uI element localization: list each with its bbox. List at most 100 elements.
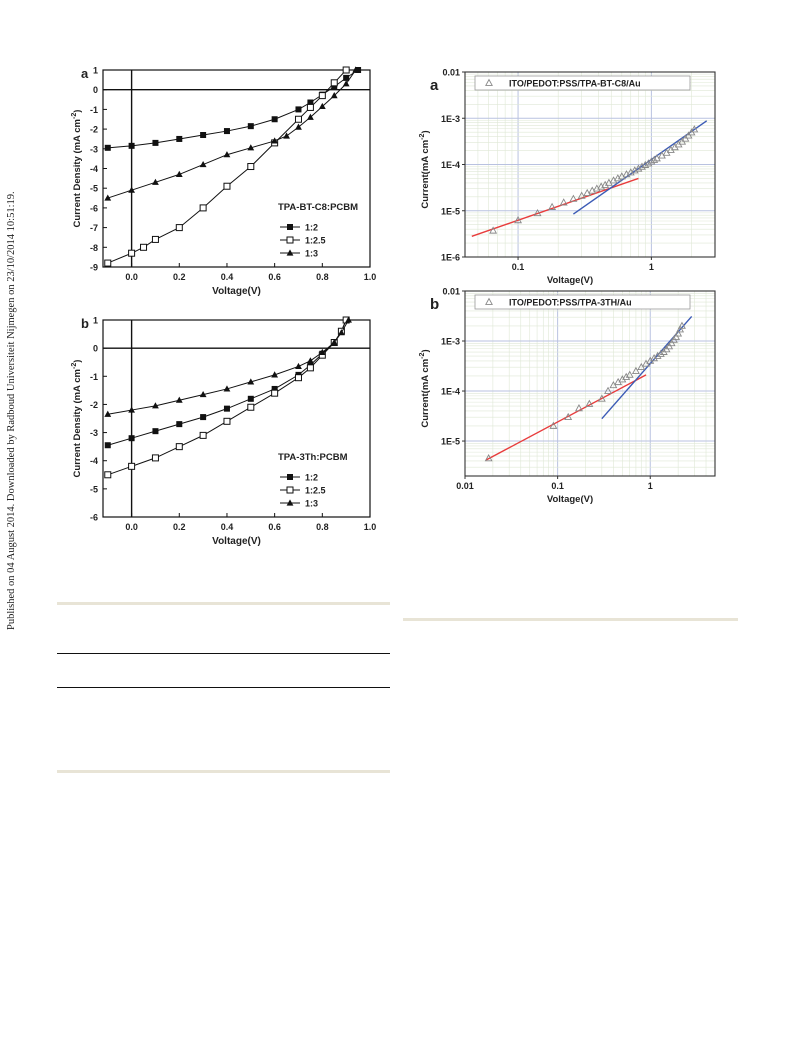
data-point <box>175 396 183 403</box>
legend-marker <box>286 499 294 506</box>
data-point <box>330 92 338 99</box>
data-point <box>151 454 159 462</box>
data-point <box>247 403 255 411</box>
data-point <box>223 128 230 135</box>
data-point <box>306 103 314 111</box>
y-axis-label: Current Density (mA cm-2) <box>70 360 83 478</box>
legend: ITO/PEDOT:PSS/TPA-3TH/Au <box>474 294 691 310</box>
data-point <box>634 164 643 172</box>
y-tick-label: -2 <box>90 400 98 410</box>
data-point <box>199 390 207 398</box>
data-point <box>247 378 255 385</box>
data-point <box>575 404 583 412</box>
data-point <box>128 186 136 193</box>
data-point <box>199 431 207 439</box>
data-point <box>307 99 314 106</box>
data-point <box>223 417 231 425</box>
y-tick-label: 0.01 <box>442 287 460 297</box>
legend-label: ITO/PEDOT:PSS/TPA-3TH/Au <box>509 298 632 308</box>
data-point <box>484 454 493 462</box>
legend-box <box>474 75 691 91</box>
log-chart-a: 0.01 1E-3 1E-4 1E-5 1E-6 0.1 1 Voltage(V) Curren… <box>410 62 740 287</box>
data-point <box>674 329 683 337</box>
panel-letter: b <box>81 316 89 331</box>
data-point <box>247 395 254 402</box>
legend-label: 1:3 <box>305 249 318 259</box>
data-point <box>295 362 302 370</box>
x-tick-label: 0.6 <box>268 272 281 282</box>
series-data <box>489 125 699 234</box>
data-point <box>128 462 136 470</box>
data-point <box>583 188 592 197</box>
legend-marker <box>485 297 493 305</box>
y-tick-label: -6 <box>90 513 98 523</box>
series-1:3 <box>104 66 360 201</box>
legend-label: 1:2 <box>305 473 318 483</box>
data-point <box>175 443 183 451</box>
y-tick-label: -5 <box>90 184 98 194</box>
legend-marker <box>485 78 493 86</box>
data-point <box>271 371 279 378</box>
y-tick-label: 1E-6 <box>441 253 460 263</box>
data-point <box>247 144 255 151</box>
data-point <box>295 106 302 113</box>
data-point <box>271 385 278 392</box>
x-axis-label: Voltage(V) <box>212 286 261 297</box>
y-tick-label: -9 <box>90 263 98 273</box>
series-line <box>107 69 347 264</box>
data-point <box>306 364 314 372</box>
data-point <box>200 414 207 421</box>
data-point <box>283 132 290 139</box>
data-point <box>128 435 135 442</box>
y-tick-label: 1E-5 <box>441 206 460 216</box>
y-tick-label: -2 <box>90 125 98 135</box>
data-point <box>176 421 183 428</box>
legend-marker <box>286 236 294 244</box>
download-watermark-text: Published on 04 August 2014. Downloaded … <box>6 191 17 630</box>
data-point <box>104 144 111 151</box>
data-point <box>330 338 338 346</box>
data-point <box>678 321 686 329</box>
legend-label: 1:2 <box>305 223 318 233</box>
data-point <box>199 160 207 168</box>
data-point <box>647 157 656 165</box>
data-point <box>577 191 586 199</box>
y-tick-label: 0.01 <box>442 68 460 78</box>
y-tick-label: 1E-4 <box>441 387 460 397</box>
table-bottom-rule <box>57 770 390 773</box>
data-point <box>601 180 610 188</box>
data-point <box>690 125 699 133</box>
x-tick-label: 0.01 <box>456 481 474 491</box>
panel-letter: a <box>81 66 89 81</box>
data-point <box>345 316 352 323</box>
x-tick-label: 0.1 <box>512 262 525 272</box>
data-point <box>104 471 112 479</box>
data-point <box>342 66 350 74</box>
series-data <box>484 321 686 462</box>
table-top-rule <box>57 602 390 605</box>
y-tick-label: 1E-3 <box>441 114 460 124</box>
data-point <box>307 357 314 364</box>
data-point <box>307 113 314 120</box>
data-point <box>585 399 594 407</box>
table-header-rule-top <box>57 653 390 654</box>
data-point <box>569 194 578 202</box>
data-point <box>175 224 183 232</box>
plot-background <box>465 291 715 476</box>
x-tick-label: 1 <box>648 481 653 491</box>
data-point <box>564 412 573 421</box>
data-point <box>152 178 159 185</box>
grid <box>464 71 716 258</box>
data-point <box>223 151 231 158</box>
data-point <box>140 243 148 251</box>
log-chart-a-svg: 0.01 1E-3 1E-4 1E-5 1E-6 0.1 1 Voltage(V) Curren… <box>418 68 716 286</box>
y-tick-label: -3 <box>90 428 98 438</box>
data-point <box>676 325 685 333</box>
data-point <box>318 348 326 355</box>
plot-frame <box>464 290 716 477</box>
data-point <box>318 92 326 100</box>
legend-marker <box>286 486 294 494</box>
y-tick-label: -5 <box>90 484 98 494</box>
data-point <box>271 116 278 123</box>
data-point <box>644 159 653 167</box>
